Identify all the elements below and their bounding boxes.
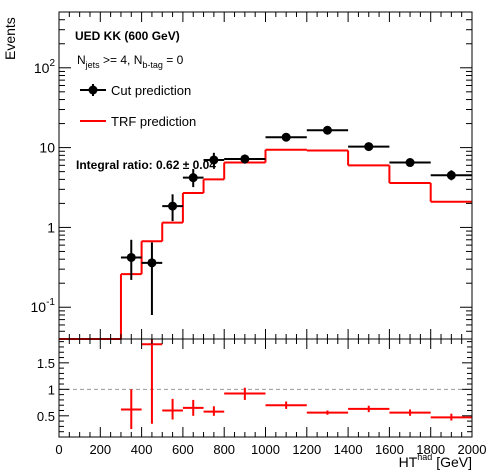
cut-point-1 <box>147 258 157 268</box>
y-tick-label: 10 <box>39 140 55 156</box>
x-tick-label: 200 <box>89 442 111 457</box>
chart-title: UED KK (600 GeV) <box>75 29 180 43</box>
x-tick-label: 1800 <box>416 442 445 457</box>
cut-point-3 <box>188 173 198 183</box>
ratio-y-tick-label: 0.5 <box>37 409 55 424</box>
cut-point-7 <box>322 125 332 135</box>
x-tick-label: 600 <box>172 442 194 457</box>
y-tick-label: 10-1 <box>31 297 56 315</box>
x-tick-label: 1600 <box>375 442 404 457</box>
y-tick-label: 102 <box>34 58 56 76</box>
x-tick-label: 1400 <box>334 442 363 457</box>
legend-cut-marker <box>88 85 98 95</box>
cut-point-10 <box>446 170 456 180</box>
ratio-plot-frame <box>58 338 473 438</box>
cut-point-6 <box>281 132 291 142</box>
x-tick-label: 2000 <box>458 442 487 457</box>
x-tick-label: 400 <box>131 442 153 457</box>
x-tick-label: 1200 <box>292 442 321 457</box>
main-plot-panel: 10-1 1 10 102 Events UED KK (600 GeV) Njets… <box>2 11 473 340</box>
legend: Cut prediction TRF prediction <box>80 83 196 129</box>
x-tick-label: 800 <box>213 442 235 457</box>
cut-point-5 <box>240 154 250 164</box>
integral-ratio-annotation: Integral ratio: 0.62 ± 0.04 <box>76 158 216 172</box>
cut-point-9 <box>405 158 415 168</box>
x-tick-label: 0 <box>55 442 62 457</box>
selection-label: Njets >= 4, Nb-tag = 0 <box>77 53 184 70</box>
y-axis-label: Events <box>2 17 18 60</box>
x-tick-label: 1000 <box>251 442 280 457</box>
ratio-plot-panel: 0 200 400 600 800 1000 1200 1400 1600 1800 2000 0.5… <box>37 338 487 470</box>
cut-point-4 <box>209 155 219 165</box>
cut-point-8 <box>364 142 374 152</box>
y-tick-label: 1 <box>47 219 55 235</box>
x-axis-label: HThad [GeV] <box>399 452 472 470</box>
cut-point-0 <box>126 252 136 262</box>
cut-point-2 <box>168 201 178 211</box>
legend-trf-label: TRF prediction <box>111 114 196 129</box>
legend-cut-label: Cut prediction <box>111 83 191 98</box>
ratio-y-tick-label: 1.5 <box>37 356 55 371</box>
ratio-y-tick-label: 1 <box>48 382 55 397</box>
